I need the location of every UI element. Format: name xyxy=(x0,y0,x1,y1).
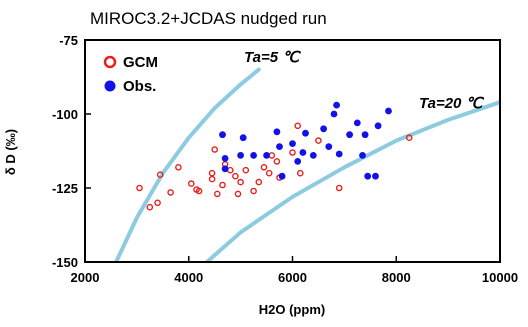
y-tick-label-3: -75 xyxy=(59,33,78,48)
x-tick-label-1: 4000 xyxy=(174,270,203,285)
obs-point-12 xyxy=(299,149,307,156)
gcm-point-20 xyxy=(250,187,257,195)
obs-point-21 xyxy=(353,119,361,127)
legend-obs-marker xyxy=(104,80,116,92)
gcm-point-29 xyxy=(296,169,304,177)
legend: GCM Obs. xyxy=(103,54,158,95)
gcm-point-3 xyxy=(156,171,164,178)
obs-point-1 xyxy=(221,155,229,162)
gcm-point-22 xyxy=(260,163,268,171)
gcm-point-30 xyxy=(315,137,322,144)
legend-obs-label: Obs. xyxy=(123,78,156,95)
plot-frame xyxy=(84,39,501,263)
obs-point-8 xyxy=(276,143,283,151)
obs-point-4 xyxy=(239,134,247,142)
gcm-point-23 xyxy=(265,169,273,177)
gcm-point-27 xyxy=(289,149,296,156)
obs-point-16 xyxy=(325,143,333,151)
gcm-point-5 xyxy=(175,163,182,171)
gcm-point-11 xyxy=(211,146,218,153)
gcm-point-6 xyxy=(187,180,195,187)
x-axis: 2000 4000 6000 8000 10000 xyxy=(71,256,518,285)
gcm-point-19 xyxy=(242,166,250,174)
gcm-point-2 xyxy=(154,199,161,207)
gcm-point-31 xyxy=(335,184,343,192)
gcm-point-28 xyxy=(294,122,302,130)
reference-curves xyxy=(114,67,500,262)
obs-point-15 xyxy=(320,125,327,133)
x-axis-title: H2O (ppm) xyxy=(259,302,325,317)
obs-point-0 xyxy=(219,131,226,139)
obs-point-25 xyxy=(372,172,379,180)
gcm-series xyxy=(136,122,413,211)
gcm-point-17 xyxy=(234,190,242,198)
obs-point-10 xyxy=(289,140,296,148)
obs-point-19 xyxy=(335,150,343,158)
reference-curve-0 xyxy=(114,67,261,262)
obs-point-24 xyxy=(364,172,372,180)
obs-point-11 xyxy=(294,158,302,165)
obs-point-22 xyxy=(359,152,366,159)
gcm-point-25 xyxy=(273,158,281,165)
y-tick-label-1: -125 xyxy=(52,181,78,196)
x-tick-label-3: 8000 xyxy=(382,270,411,285)
obs-point-5 xyxy=(250,152,257,159)
x-tick-label-4: 10000 xyxy=(482,270,518,285)
y-tick-label-2: -100 xyxy=(52,107,78,122)
obs-series xyxy=(219,101,392,180)
legend-gcm-label: GCM xyxy=(123,54,158,71)
chart-title: MIROC3.2+JCDAS nudged run xyxy=(90,9,327,28)
legend-gcm-marker xyxy=(103,55,117,69)
gcm-point-0 xyxy=(136,184,143,192)
gcm-point-1 xyxy=(146,203,154,211)
obs-point-6 xyxy=(263,152,270,159)
gcm-point-32 xyxy=(405,134,413,141)
gcm-point-10 xyxy=(208,169,216,177)
gcm-point-8 xyxy=(195,187,203,195)
obs-point-13 xyxy=(302,129,309,137)
gcm-point-4 xyxy=(167,189,174,196)
gcm-point-12 xyxy=(213,190,221,198)
curve-label-ta5: Ta=5 ℃ xyxy=(244,49,301,66)
gcm-point-15 xyxy=(226,166,234,174)
obs-point-3 xyxy=(237,152,245,159)
obs-point-27 xyxy=(385,107,392,115)
curve-label-ta20: Ta=20 ℃ xyxy=(419,95,485,112)
obs-point-20 xyxy=(346,131,353,139)
x-tick-label-2: 6000 xyxy=(278,270,307,285)
gcm-point-9 xyxy=(208,175,216,183)
gcm-point-13 xyxy=(219,181,226,189)
obs-point-2 xyxy=(221,165,229,173)
y-axis: -150 -125 -100 -75 xyxy=(52,33,91,270)
gcm-point-18 xyxy=(237,178,244,186)
obs-point-26 xyxy=(374,122,382,130)
obs-point-23 xyxy=(361,131,369,139)
reference-curve-1 xyxy=(204,100,500,262)
obs-point-9 xyxy=(278,172,286,180)
y-axis-title: δ D (‰) xyxy=(3,129,18,175)
obs-point-14 xyxy=(309,152,317,159)
y-tick-label-0: -150 xyxy=(52,255,78,270)
obs-point-7 xyxy=(273,128,281,136)
x-tick-label-0: 2000 xyxy=(71,270,100,285)
gcm-point-21 xyxy=(255,178,263,186)
obs-point-17 xyxy=(330,110,338,118)
gcm-point-16 xyxy=(232,172,239,180)
obs-point-18 xyxy=(333,101,340,109)
